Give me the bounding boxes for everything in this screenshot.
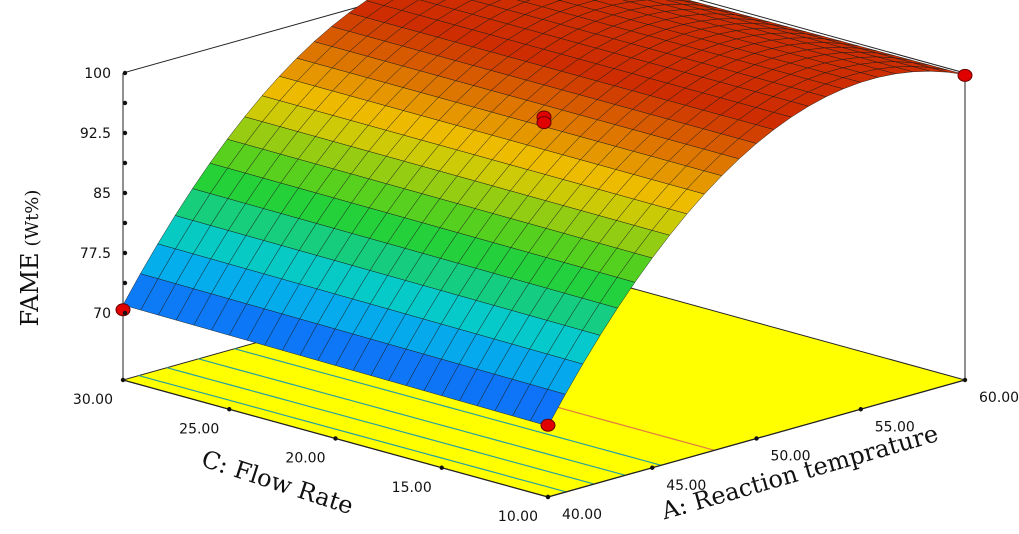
x-tick-mark bbox=[754, 436, 759, 441]
x-tick-mark bbox=[650, 465, 655, 470]
z-tick-mark bbox=[122, 70, 128, 76]
x-tick-label: 45.00 bbox=[666, 478, 706, 494]
y-tick-label: 30.00 bbox=[73, 392, 113, 408]
x-tick-label: 40.00 bbox=[562, 507, 602, 523]
z-tick-mark bbox=[122, 190, 128, 196]
z-minor-tick-mark bbox=[122, 160, 128, 166]
z-tick-mark bbox=[122, 250, 128, 256]
y-tick-mark bbox=[227, 407, 232, 412]
z-tick-label: 92.5 bbox=[80, 126, 111, 142]
axis-ticks: 70 77.5 85 92.5 100 10.00 15.00 20.00 25.00 30.00… bbox=[73, 66, 1019, 525]
x-tick-label: 60.00 bbox=[979, 390, 1019, 406]
y-tick-label: 10.00 bbox=[498, 509, 538, 525]
frame-edge bbox=[697, 0, 966, 74]
floor-contour-line bbox=[234, 348, 662, 466]
design-point-marker bbox=[536, 116, 552, 130]
z-minor-tick-mark bbox=[122, 280, 128, 286]
y-tick-mark bbox=[439, 465, 444, 470]
x-tick-mark bbox=[545, 494, 551, 500]
x-tick-label: 50.00 bbox=[771, 449, 811, 465]
y-tick-label: 20.00 bbox=[285, 451, 325, 467]
surface-facet bbox=[516, 0, 531, 3]
x-tick-label: 55.00 bbox=[875, 419, 915, 435]
frame-edge bbox=[122, 0, 386, 74]
x-tick-mark bbox=[858, 407, 863, 412]
design-point-marker bbox=[540, 418, 556, 432]
z-minor-tick-mark bbox=[122, 100, 128, 106]
design-points bbox=[115, 68, 973, 432]
y-tick-mark bbox=[333, 436, 338, 441]
y-axis-title: C: Flow Rate bbox=[198, 445, 357, 520]
z-tick-label: 85 bbox=[93, 186, 111, 202]
floor-contour-line bbox=[138, 375, 567, 493]
y-tick-label: 25.00 bbox=[179, 421, 219, 437]
design-point-marker bbox=[957, 68, 973, 82]
design-point-marker bbox=[115, 303, 131, 317]
floor-contour-line bbox=[166, 367, 595, 485]
z-tick-mark bbox=[122, 310, 128, 316]
x-tick-mark bbox=[962, 377, 968, 383]
z-tick-mark bbox=[122, 130, 128, 136]
z-minor-tick-mark bbox=[122, 220, 128, 226]
floor-contour-line bbox=[198, 358, 626, 476]
z-tick-label: 70 bbox=[93, 306, 111, 322]
response-surface bbox=[122, 0, 966, 427]
z-tick-label: 77.5 bbox=[80, 246, 111, 262]
surface-facet bbox=[529, 389, 566, 427]
y-tick-label: 15.00 bbox=[392, 480, 432, 496]
z-axis-title: FAME(Wt%) bbox=[16, 190, 44, 327]
z-tick-label: 100 bbox=[84, 66, 111, 82]
y-tick-mark bbox=[120, 377, 126, 383]
